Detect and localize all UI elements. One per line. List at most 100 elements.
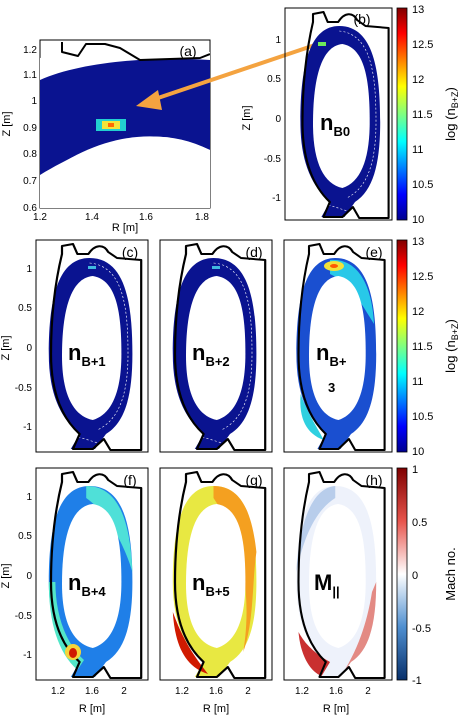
row-ytick: 0: [26, 571, 32, 582]
row-ytick: 0.5: [18, 303, 32, 314]
panel-h-name: M||: [314, 570, 340, 599]
row-ytick: -0.5: [15, 383, 33, 394]
panel-f-label: (f): [123, 472, 136, 488]
colorbar-top-label: log (nB+Z): [443, 87, 460, 141]
panel-d-hotspot: [212, 266, 220, 269]
cbar-top-tick: 10: [412, 214, 424, 226]
panel-f: (f) nB+4: [35, 467, 149, 681]
colorbar-top: 13 12.5 12 11.5 11 10.5 10 log (nB+Z): [396, 4, 460, 226]
cbar-mid-tick: 13: [412, 236, 424, 248]
xtick: 1.6: [85, 686, 99, 697]
a-ytick: 0.7: [23, 176, 37, 187]
colorbar-top-scale: [396, 7, 408, 221]
a-ytick: 1: [31, 96, 37, 107]
panel-d-frame: [159, 239, 273, 453]
cbar-mid-tick: 10: [412, 446, 424, 458]
panel-f-hotspot: [69, 648, 77, 658]
panel-c-name: nB+1: [68, 340, 106, 369]
row-ytick: -1: [23, 422, 32, 433]
row-ytick: 1: [26, 264, 32, 275]
cbar-top-tick: 13: [412, 4, 424, 16]
panel-h-label: (h): [365, 472, 382, 488]
row-ytick: 0: [26, 343, 32, 354]
panel-b-name: nB0: [320, 110, 350, 139]
panel-c-frame: [35, 239, 149, 453]
cbar-top-tick: 10.5: [412, 179, 433, 191]
xtick: 1.2: [175, 686, 189, 697]
b-ytick: 0.5: [267, 74, 281, 85]
cbar-mid-tick: 11.5: [412, 341, 433, 353]
xtick: 2: [121, 686, 127, 697]
a-xtick: 1.2: [33, 212, 47, 223]
cbar-mid-tick: 12.5: [412, 271, 433, 283]
panel-g-name: nB+5: [192, 570, 230, 599]
cbar-top-tick: 12: [412, 74, 424, 86]
xtick: 2: [245, 686, 251, 697]
panel-d: (d) nB+2: [159, 239, 273, 453]
a-xtick: 1.4: [85, 212, 99, 223]
middle-row-y-ticks: 1 0.5 0 -0.5 -1 Z [m]: [0, 264, 32, 433]
panel-h-frame: [283, 467, 393, 681]
panel-f-frame: [35, 467, 149, 681]
x-axis-label: R [m]: [323, 703, 349, 715]
cbar-top-tick: 11.5: [412, 109, 433, 121]
panel-d-label: (d): [245, 244, 262, 260]
zoom-arrow: [136, 42, 319, 110]
xtick: 2: [365, 686, 371, 697]
panel-b-frame: [284, 7, 393, 221]
panel-e-label: (e): [365, 244, 382, 260]
xtick: 1.2: [51, 686, 65, 697]
cbar-top-tick: 11: [412, 144, 423, 156]
colorbar-mid-label: log (nB+Z): [443, 319, 460, 373]
x-axis-label: R [m]: [79, 703, 105, 715]
b-ytick: 1: [275, 35, 281, 46]
b-ytick: -0.5: [264, 154, 282, 165]
cbar-bottom-tick: 0.5: [412, 517, 427, 529]
panel-f-name: nB+4: [68, 570, 106, 599]
panel-b: (b) nB0 1 0.5 0 -0.5 -1 Z [m]: [241, 7, 393, 221]
a-ytick: 0.6: [23, 203, 37, 214]
panel-c-hotspot: [88, 266, 96, 269]
panel-a-x-axis-label: R [m]: [112, 222, 138, 234]
panel-b-y-axis-label: Z [m]: [241, 105, 253, 130]
cbar-bottom-tick: -0.5: [412, 623, 431, 635]
cbar-bottom-tick: 0: [412, 570, 418, 582]
panel-e-frame: [283, 239, 393, 453]
cbar-top-tick: 12.5: [412, 39, 433, 51]
cbar-mid-tick: 11: [412, 376, 423, 388]
panel-e: (e) nB+ 3: [283, 239, 393, 453]
a-ytick: 1.1: [23, 70, 37, 81]
panel-a-y-axis-label: Z [m]: [1, 111, 13, 136]
panel-c-label: (c): [122, 244, 138, 260]
panel-e-name-cont: 3: [328, 380, 335, 395]
cbar-mid-tick: 12: [412, 306, 424, 318]
xtick: 1.2: [295, 686, 309, 697]
panel-g: (g) nB+5: [159, 467, 273, 681]
panel-a-plasma: [40, 58, 210, 175]
panel-g-label: (g): [245, 472, 262, 488]
panel-c: (c) nB+1: [35, 239, 149, 453]
colorbar-bottom: 1 0.5 0 -0.5 -1 Mach no.: [396, 464, 458, 687]
a-xtick: 1.6: [139, 212, 153, 223]
colorbar-mid-scale: [396, 239, 408, 453]
panel-b-y-ticks: 1 0.5 0 -0.5 -1: [264, 35, 282, 204]
colorbar-bottom-label: Mach no.: [443, 547, 458, 600]
bottom-row-y-axis-label: Z [m]: [0, 563, 12, 588]
panel-a-y-ticks: 1.2 1.1 1 0.9 0.8 0.7 0.6: [23, 45, 37, 214]
x-axis-label: R [m]: [203, 703, 229, 715]
middle-row-y-axis-label: Z [m]: [0, 335, 12, 360]
panel-a: (a) 1.2 1.1 1 0.9 0.8 0.7 0.6 1.2 1.4 1.…: [1, 39, 211, 234]
colorbar-mid: 13 12.5 12 11.5 11 10.5 10 log (nB+Z): [396, 236, 460, 458]
row-ytick: 0.5: [18, 531, 32, 542]
row-ytick: -0.5: [15, 611, 33, 622]
row-ytick: -1: [23, 650, 32, 661]
a-xtick: 1.8: [195, 212, 209, 223]
panel-b-hotspot: [318, 42, 326, 46]
b-ytick: 0: [275, 114, 281, 125]
colorbar-bottom-scale: [396, 467, 408, 681]
row-ytick: 1: [26, 492, 32, 503]
b-ytick: -1: [272, 193, 281, 204]
panel-e-name: nB+: [316, 340, 347, 369]
cbar-bottom-tick: -1: [412, 675, 422, 687]
xtick: 1.6: [329, 686, 343, 697]
